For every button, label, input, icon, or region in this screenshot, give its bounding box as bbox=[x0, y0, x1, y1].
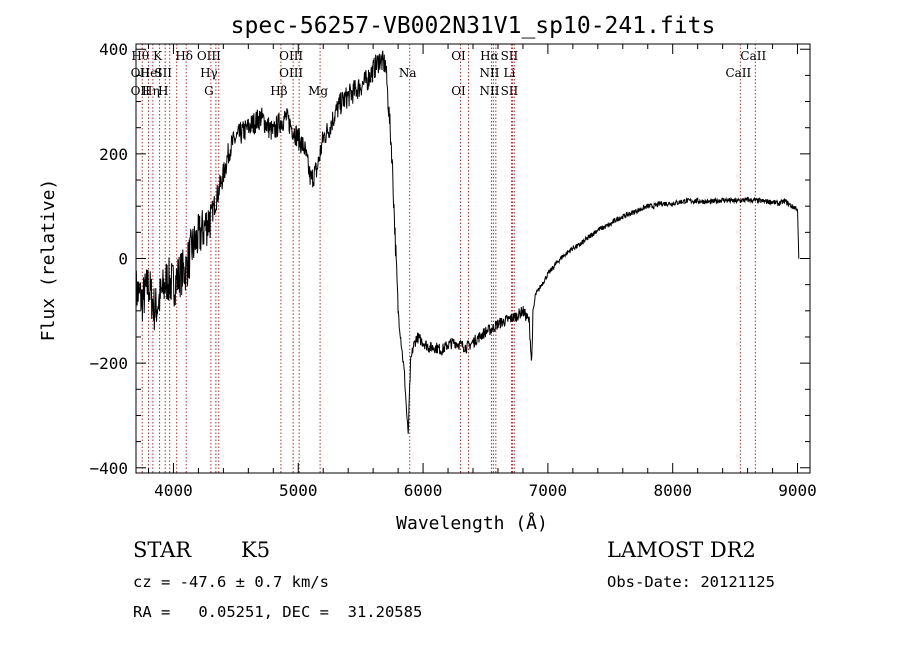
x-tick-label: 7000 bbox=[529, 481, 568, 500]
survey-name: LAMOST DR2 bbox=[607, 538, 756, 562]
line-label: Hγ bbox=[200, 66, 218, 80]
line-label: Hθ bbox=[131, 49, 149, 63]
line-label: Na bbox=[399, 66, 417, 80]
line-label: OIII bbox=[279, 66, 303, 80]
object-class: STAR bbox=[133, 538, 192, 562]
line-label: G bbox=[204, 84, 214, 98]
line-label: SII bbox=[501, 84, 519, 98]
spectral-line-markers bbox=[141, 44, 756, 473]
x-tick-label: 4000 bbox=[154, 481, 193, 500]
line-label: SII bbox=[154, 66, 172, 80]
line-label: Hβ bbox=[270, 84, 287, 98]
x-tick-label: 5000 bbox=[279, 481, 318, 500]
y-axis-label: Flux (relative) bbox=[38, 179, 59, 342]
line-label: OII bbox=[131, 84, 151, 98]
object-subclass: K5 bbox=[241, 538, 271, 562]
plot-frame bbox=[135, 43, 811, 474]
x-tick-label: 9000 bbox=[778, 481, 817, 500]
y-tick-label: −400 bbox=[89, 459, 128, 478]
coordinates: RA = 0.05251, DEC = 31.20585 bbox=[133, 603, 423, 621]
line-label: CaII bbox=[725, 66, 751, 80]
x-tick-label: 8000 bbox=[653, 481, 692, 500]
flux-series-line bbox=[135, 50, 800, 434]
line-label: OI bbox=[451, 49, 466, 63]
line-label: NII bbox=[479, 66, 499, 80]
y-tick-label: 400 bbox=[99, 40, 128, 59]
line-label: K bbox=[153, 49, 163, 63]
line-label: SII bbox=[501, 49, 519, 63]
y-axis-ticks: −400 −200 0 200 400 bbox=[89, 40, 810, 478]
line-label: Mg bbox=[308, 84, 328, 98]
y-tick-label: 200 bbox=[99, 145, 128, 164]
line-label: OII bbox=[131, 66, 151, 80]
line-label: CaII bbox=[740, 49, 766, 63]
line-label: HeI bbox=[140, 66, 163, 80]
obs-date: Obs-Date: 20121125 bbox=[607, 573, 775, 591]
redshift-readout: cz = -47.6 ± 0.7 km/s bbox=[133, 573, 329, 591]
chart-title: spec-56257-VB002N31V1_sp10-241.fits bbox=[231, 13, 716, 39]
y-tick-label: −200 bbox=[89, 354, 128, 373]
line-label: OIII bbox=[197, 49, 221, 63]
x-axis-ticks: 4000 5000 6000 7000 8000 9000 bbox=[147, 44, 817, 500]
line-label: Li bbox=[504, 66, 516, 80]
line-label: Hδ bbox=[175, 49, 193, 63]
line-label: H bbox=[158, 84, 168, 98]
x-axis-label: Wavelength (Å) bbox=[396, 512, 548, 534]
x-tick-label: 6000 bbox=[404, 481, 443, 500]
line-label: OIII bbox=[279, 49, 303, 63]
line-label: NII bbox=[479, 84, 499, 98]
line-label: Hα bbox=[480, 49, 499, 63]
line-label: Hη bbox=[142, 84, 160, 98]
y-tick-label: 0 bbox=[118, 250, 128, 269]
line-label: OI bbox=[451, 84, 466, 98]
